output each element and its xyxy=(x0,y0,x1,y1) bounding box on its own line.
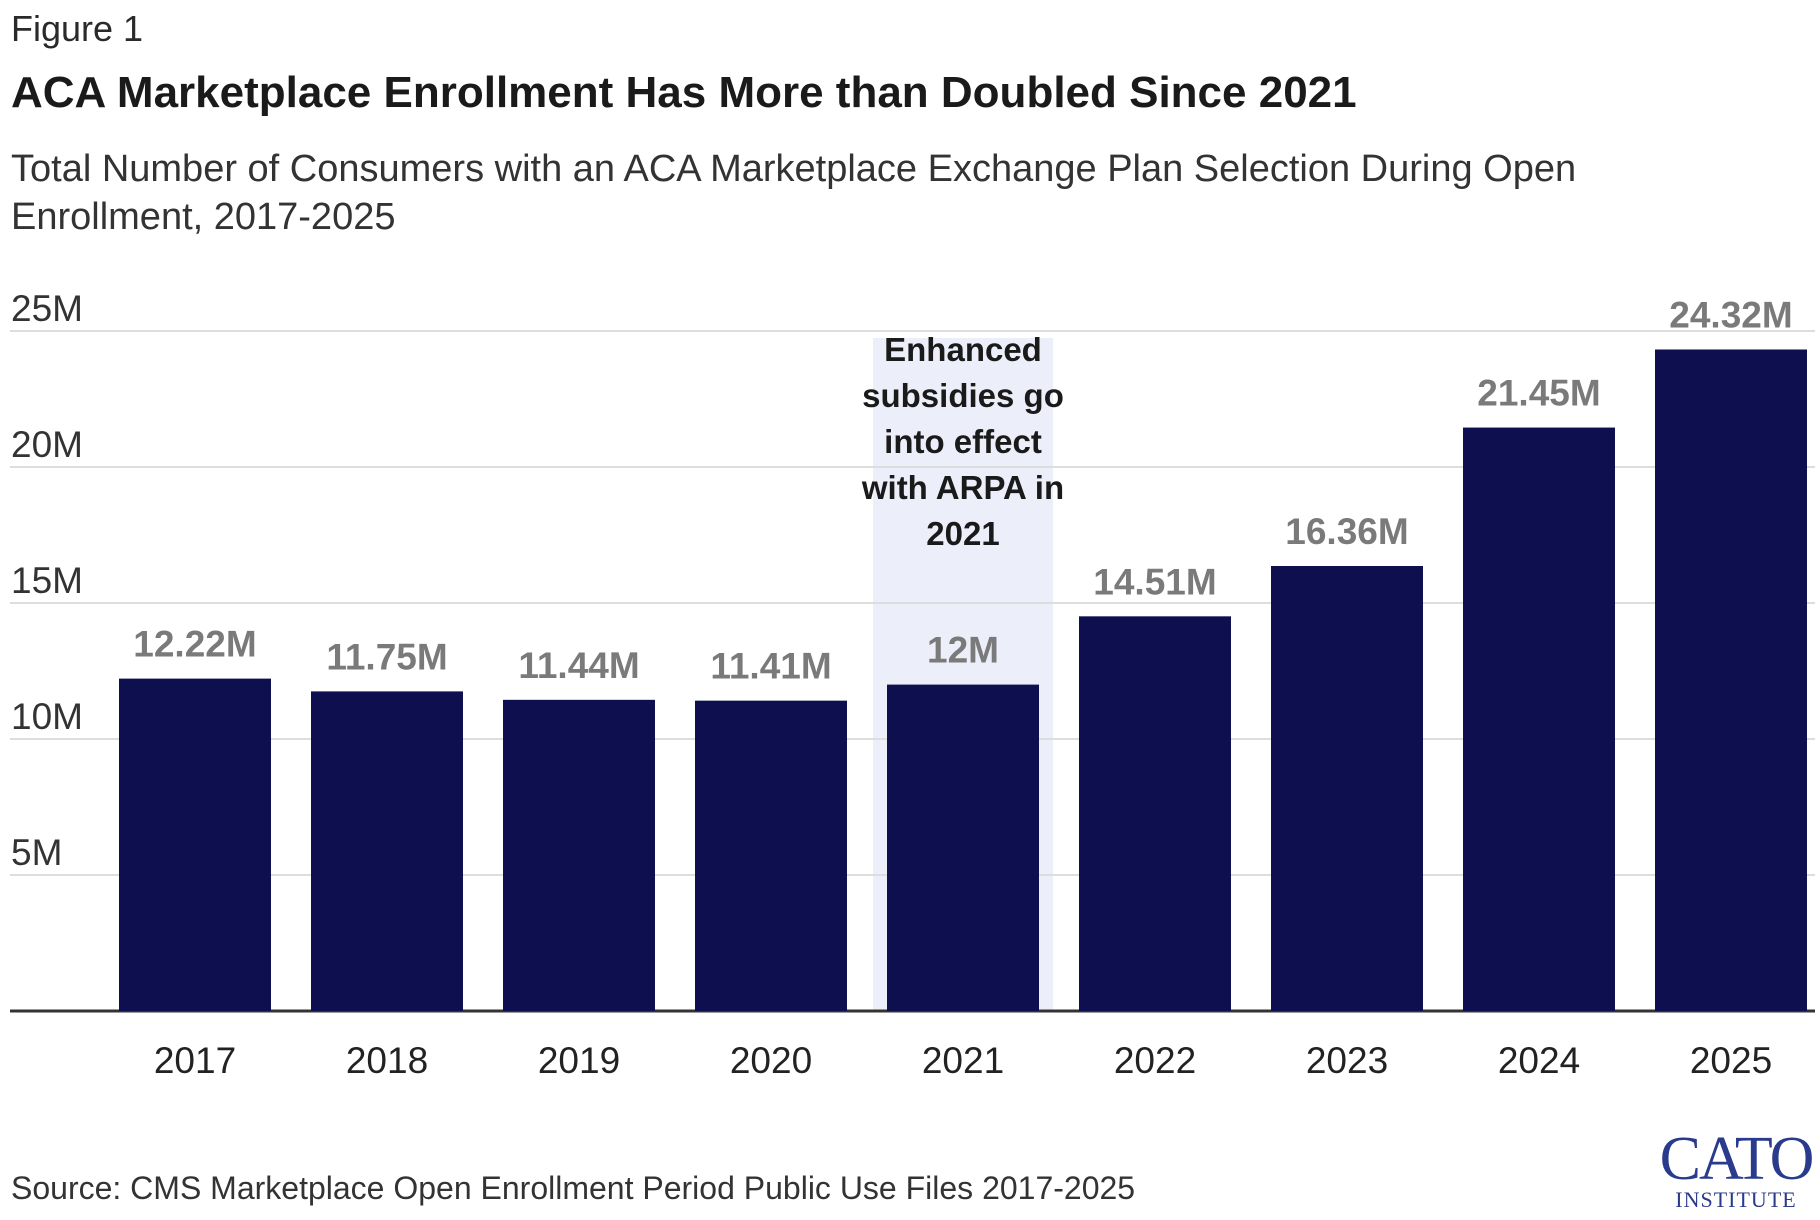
value-label-2020: 11.41M xyxy=(710,646,831,687)
x-tick-label-2022: 2022 xyxy=(1114,1040,1196,1081)
y-tick-label: 20M xyxy=(11,424,83,465)
value-label-2018: 11.75M xyxy=(326,636,447,677)
bar-2019 xyxy=(503,699,655,1011)
value-label-2023: 16.36M xyxy=(1285,511,1408,552)
logo-wordmark: CATO xyxy=(1659,1125,1815,1193)
bar-2021 xyxy=(887,684,1039,1011)
value-label-2022: 14.51M xyxy=(1093,561,1216,602)
x-tick-label-2019: 2019 xyxy=(538,1040,620,1081)
y-tick-label: 25M xyxy=(11,288,83,329)
x-tick-label-2021: 2021 xyxy=(922,1040,1004,1081)
bar-2023 xyxy=(1271,566,1423,1011)
annotation-line: subsidies go xyxy=(862,377,1064,414)
bar-chart: 5M 10M 15M 20M 25M 12.22M 2017 11.75M 2018 11.44… xyxy=(10,288,1815,1081)
chart-title: ACA Marketplace Enrollment Has More than… xyxy=(11,68,1357,117)
logo-subtitle: INSTITUTE xyxy=(1675,1187,1797,1212)
y-tick-label: 15M xyxy=(11,560,83,601)
y-tick-label: 10M xyxy=(11,696,83,737)
annotation-line: Enhanced xyxy=(884,331,1042,368)
figure-label: Figure 1 xyxy=(11,8,144,49)
bar-2020 xyxy=(695,700,847,1011)
annotation-line: with ARPA in xyxy=(861,469,1064,506)
x-tick-label-2024: 2024 xyxy=(1498,1040,1580,1081)
x-tick-label-2018: 2018 xyxy=(346,1040,428,1081)
x-tick-label-2023: 2023 xyxy=(1306,1040,1388,1081)
bar-2017 xyxy=(119,678,271,1011)
value-label-2019: 11.44M xyxy=(518,645,639,686)
y-tick-label: 5M xyxy=(11,832,62,873)
value-label-2017: 12.22M xyxy=(133,624,256,665)
x-tick-label-2017: 2017 xyxy=(154,1040,236,1081)
value-label-2024: 21.45M xyxy=(1477,373,1600,414)
value-label-2025: 24.32M xyxy=(1669,294,1792,335)
bar-2022 xyxy=(1079,616,1231,1011)
cato-logo: CATO INSTITUTE xyxy=(1656,1128,1816,1214)
value-label-2021: 12M xyxy=(927,630,999,671)
annotation-line: into effect xyxy=(884,423,1042,460)
x-tick-label-2020: 2020 xyxy=(730,1040,812,1081)
bar-2024 xyxy=(1463,427,1615,1011)
bar-2018 xyxy=(311,691,463,1011)
source-note: Source: CMS Marketplace Open Enrollment … xyxy=(11,1170,1136,1206)
bar-2025 xyxy=(1655,349,1807,1012)
x-tick-label-2025: 2025 xyxy=(1690,1040,1772,1081)
chart-subtitle: Total Number of Consumers with an ACA Ma… xyxy=(11,148,1577,238)
annotation-line: 2021 xyxy=(926,515,999,552)
